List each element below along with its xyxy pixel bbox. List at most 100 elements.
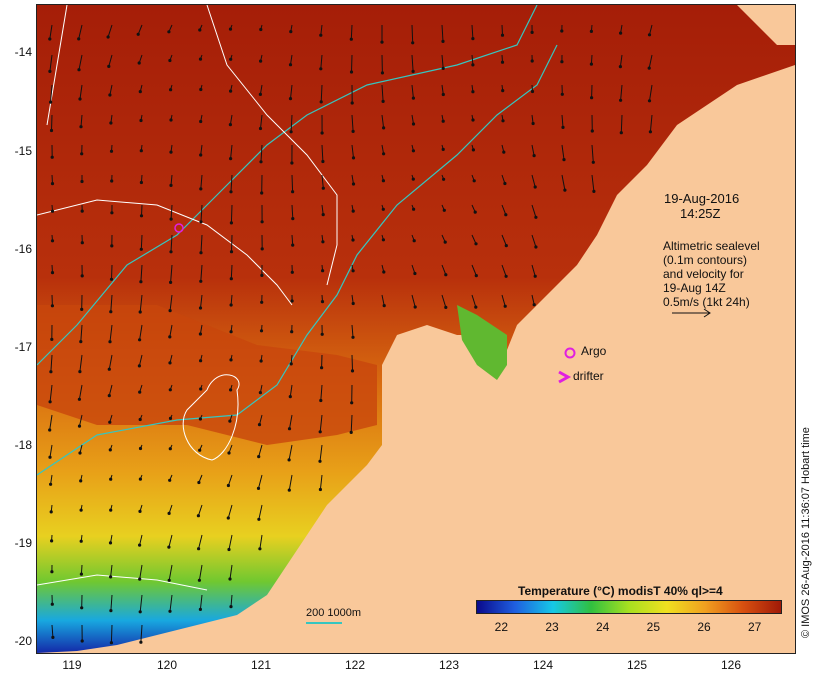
velocity-vector	[291, 204, 294, 219]
lat-label-17: -17	[14, 340, 32, 354]
velocity-vector	[561, 174, 566, 191]
velocity-vector-head	[381, 99, 385, 103]
velocity-vector-head	[320, 131, 324, 135]
velocity-vector-head	[260, 273, 264, 277]
velocity-vector-head	[48, 37, 52, 41]
velocity-vector-head	[50, 570, 54, 574]
velocity-vector	[351, 114, 354, 132]
velocity-vector-head	[500, 60, 505, 64]
velocity-vector-head	[291, 243, 295, 247]
velocity-vector-head	[444, 273, 448, 277]
velocity-vector-head	[471, 90, 475, 94]
velocity-vector-head	[411, 177, 415, 181]
velocity-vector-head	[258, 391, 262, 395]
velocity-vector-head	[289, 362, 293, 366]
velocity-vector	[109, 324, 113, 342]
velocity-vector-head	[441, 39, 445, 44]
velocity-vector	[531, 204, 537, 218]
velocity-vector-head	[78, 97, 82, 101]
velocity-vector-head	[229, 303, 233, 307]
velocity-vector-head	[413, 271, 417, 276]
velocity-vector-head	[79, 508, 83, 512]
lon-label-121: 121	[250, 658, 272, 672]
velocity-vector-head	[589, 29, 594, 33]
velocity-vector	[351, 354, 353, 371]
velocity-vector	[260, 144, 263, 162]
lat-label-16: -16	[14, 242, 32, 256]
velocity-vector-head	[228, 419, 232, 423]
velocity-vector-head	[260, 300, 264, 304]
reference-arrow	[672, 308, 711, 318]
velocity-vector-head	[167, 545, 171, 549]
velocity-vector-head	[78, 370, 82, 374]
velocity-vector	[230, 174, 233, 192]
velocity-vector-head	[590, 96, 594, 100]
velocity-vector	[620, 114, 623, 133]
velocity-vector-head	[138, 446, 143, 451]
velocity-vector	[561, 114, 564, 128]
velocity-vector-head	[560, 92, 564, 96]
velocity-vector-head	[411, 149, 415, 153]
velocity-vector-head	[50, 539, 54, 543]
velocity-vector-head	[50, 209, 55, 213]
velocity-vector-head	[560, 29, 564, 33]
velocity-vector-head	[562, 158, 566, 162]
velocity-vector-head	[49, 510, 53, 514]
velocity-vector	[381, 294, 385, 306]
argo-legend-label: Argo	[581, 344, 607, 358]
velocity-vector	[49, 414, 53, 431]
velocity-vector-head	[618, 65, 623, 69]
velocity-vector-head	[228, 27, 233, 31]
sealevel-contour	[37, 574, 208, 591]
velocity-vector	[200, 174, 203, 189]
bay-green-patch	[457, 305, 507, 380]
velocity-vector-head	[319, 398, 323, 403]
velocity-vector-head	[288, 395, 292, 399]
velocity-vector-head	[198, 332, 202, 336]
velocity-vector-head	[532, 154, 536, 158]
velocity-vector-head	[381, 179, 385, 183]
velocity-vector	[351, 54, 353, 73]
velocity-vector	[591, 144, 594, 163]
velocity-vector-head	[107, 64, 111, 68]
velocity-vector-head	[80, 241, 84, 245]
isobath-line-south	[37, 44, 558, 476]
velocity-vector-head	[258, 547, 262, 551]
velocity-vector	[319, 474, 323, 490]
velocity-vector	[50, 354, 53, 372]
velocity-vector-head	[80, 639, 84, 643]
velocity-vector-head	[256, 486, 261, 490]
velocity-vector-head	[258, 92, 262, 96]
velocity-vector	[351, 324, 354, 338]
velocity-vector	[49, 54, 53, 72]
velocity-vector-head	[197, 547, 201, 551]
velocity-vector-head	[591, 160, 595, 164]
velocity-vector-head	[382, 270, 386, 274]
time-label: 14:25Z	[680, 206, 721, 221]
lon-label-126: 126	[720, 658, 742, 672]
velocity-vector-head	[321, 186, 325, 190]
velocity-vector	[80, 114, 83, 127]
velocity-vector	[531, 144, 535, 156]
velocity-vector-head	[473, 210, 477, 214]
velocity-vector	[620, 84, 623, 101]
velocity-vector-head	[48, 69, 52, 73]
velocity-vector-head	[441, 119, 445, 123]
velocity-vector-head	[290, 270, 294, 274]
temperature-colorbar	[476, 600, 782, 614]
velocity-vector	[139, 324, 143, 340]
velocity-vector-head	[227, 547, 231, 552]
velocity-vector	[78, 24, 83, 40]
velocity-vector-head	[138, 338, 142, 342]
velocity-vector	[170, 204, 173, 220]
velocity-vector-head	[79, 340, 83, 344]
velocity-vector-head	[501, 119, 505, 123]
velocity-vector	[321, 174, 324, 189]
velocity-vector	[198, 534, 203, 549]
velocity-vector-head	[138, 543, 142, 547]
velocity-vector-head	[49, 128, 54, 133]
velocity-vector-head	[411, 122, 416, 126]
altimetry-line-1: Altimetric sealevel	[663, 239, 760, 253]
velocity-vector-head	[534, 245, 538, 249]
velocity-vector-head	[49, 482, 53, 486]
